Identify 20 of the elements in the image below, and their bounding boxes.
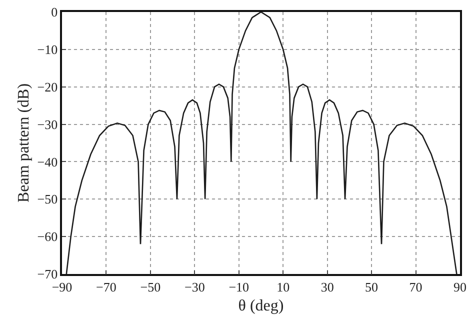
x-axis-title: θ (deg) [238,298,284,315]
x-tick-label: 30 [320,279,334,294]
x-tick-label: 10 [276,279,290,294]
y-tick-label: −60 [37,229,58,244]
x-tick-label: 90 [454,279,466,294]
x-tick-label: −70 [96,279,116,294]
x-tick-label: 50 [365,279,378,294]
x-tick-label: −30 [184,279,205,294]
y-tick-label: 0 [51,4,58,20]
x-tick-label: −50 [140,279,161,294]
x-tick-label: −90 [52,279,72,294]
x-tick-label: −10 [228,279,250,294]
y-axis-title: Beam pattern (dB) [16,83,33,203]
y-tick-label: −50 [37,192,58,207]
y-tick-label: −30 [37,116,58,132]
y-tick-label: −40 [37,154,58,170]
y-tick-label: −20 [37,79,58,94]
y-tick-label: −10 [37,42,58,57]
y-tick-label: −70 [37,266,58,282]
x-tick-label: 70 [409,279,422,294]
